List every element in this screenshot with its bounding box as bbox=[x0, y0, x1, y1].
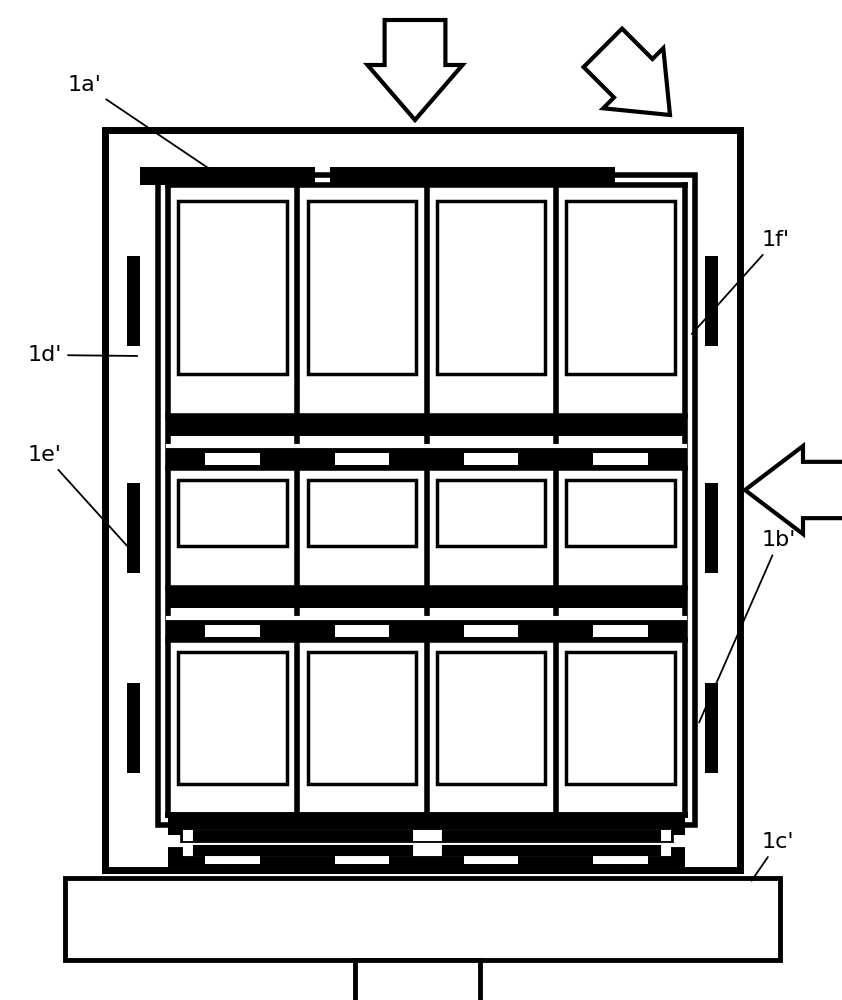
Bar bbox=[335, 453, 389, 465]
Bar bbox=[158, 175, 695, 825]
Bar bbox=[705, 483, 718, 573]
Bar bbox=[566, 480, 674, 546]
Bar bbox=[205, 453, 260, 465]
Bar bbox=[168, 845, 685, 867]
Bar bbox=[168, 618, 685, 640]
Bar bbox=[205, 852, 260, 864]
Bar bbox=[330, 167, 615, 185]
Bar bbox=[464, 852, 519, 864]
Text: 2': 2' bbox=[0, 999, 1, 1000]
Bar bbox=[437, 652, 546, 784]
Bar bbox=[335, 625, 389, 637]
Bar bbox=[168, 446, 685, 468]
Bar bbox=[168, 588, 685, 608]
Bar bbox=[355, 960, 480, 1000]
Bar bbox=[140, 167, 315, 185]
Bar bbox=[437, 201, 546, 374]
Bar bbox=[566, 652, 674, 784]
Bar bbox=[566, 201, 674, 374]
Bar bbox=[205, 625, 260, 637]
Bar bbox=[437, 480, 546, 546]
Bar bbox=[594, 625, 647, 637]
Bar bbox=[179, 201, 287, 374]
Text: 1a': 1a' bbox=[68, 75, 218, 174]
Bar bbox=[65, 878, 780, 960]
Bar bbox=[307, 480, 416, 546]
Bar bbox=[335, 852, 389, 864]
Bar bbox=[307, 652, 416, 784]
Polygon shape bbox=[367, 20, 462, 120]
Text: 1e': 1e' bbox=[28, 445, 127, 546]
Polygon shape bbox=[584, 29, 670, 115]
Bar bbox=[464, 625, 519, 637]
Text: 1b': 1b' bbox=[699, 530, 797, 722]
Bar bbox=[179, 652, 287, 784]
Bar bbox=[127, 483, 140, 573]
Bar bbox=[127, 255, 140, 346]
Bar bbox=[705, 255, 718, 346]
Polygon shape bbox=[745, 446, 842, 534]
Text: 1c': 1c' bbox=[752, 832, 795, 881]
Bar bbox=[168, 815, 685, 835]
Bar bbox=[168, 416, 685, 436]
Text: 1d': 1d' bbox=[28, 345, 137, 365]
Bar bbox=[594, 852, 647, 864]
Bar bbox=[105, 130, 740, 870]
Bar bbox=[179, 480, 287, 546]
Bar bbox=[307, 201, 416, 374]
Bar bbox=[464, 453, 519, 465]
Bar bbox=[594, 453, 647, 465]
Text: 1f': 1f' bbox=[692, 230, 790, 334]
Bar bbox=[127, 682, 140, 772]
Bar bbox=[705, 682, 718, 772]
